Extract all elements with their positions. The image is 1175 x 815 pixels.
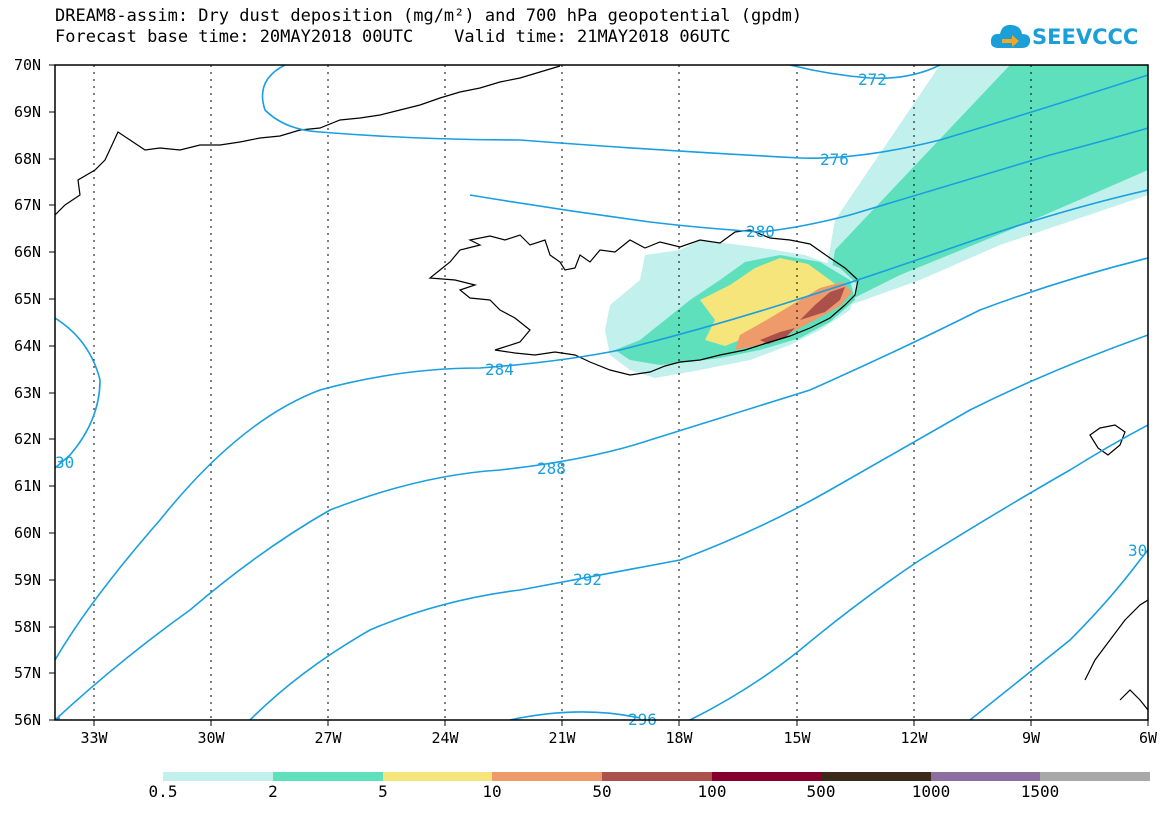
legend-label: 2 <box>268 782 278 801</box>
greenland-coast <box>55 65 561 216</box>
dust-band-medium <box>830 65 1148 300</box>
contour-300 <box>969 549 1148 720</box>
contour-label-292: 292 <box>573 570 602 589</box>
lon-label: 9W <box>1022 729 1041 747</box>
lat-label: 58N <box>14 618 41 636</box>
legend-swatch <box>492 772 602 781</box>
lat-label: 67N <box>14 196 41 214</box>
lon-label: 6W <box>1139 729 1158 747</box>
cloud-arrow-icon <box>990 24 1031 48</box>
lon-label: 24W <box>431 729 459 747</box>
lat-label: 68N <box>14 150 41 168</box>
legend-swatch <box>602 772 712 781</box>
legend-swatch <box>1040 772 1150 781</box>
map-title-line1: DREAM8-assim: Dry dust deposition (mg/m²… <box>55 6 803 26</box>
lon-label: 21W <box>548 729 576 747</box>
lat-label: 64N <box>14 337 41 355</box>
legend-swatch <box>383 772 492 781</box>
lat-label: 62N <box>14 430 41 448</box>
legend-label: 1500 <box>1020 782 1060 801</box>
contour-280 <box>469 127 1148 233</box>
contour-label-284: 284 <box>485 360 514 379</box>
lat-label: 65N <box>14 290 41 308</box>
contour-272 <box>789 65 941 80</box>
dust-yellow <box>700 258 845 346</box>
legend-swatch <box>163 772 273 781</box>
legend-label: 500 <box>806 782 836 801</box>
legend-label: 1000 <box>911 782 951 801</box>
contour-288 <box>55 257 1148 720</box>
deposition-shading <box>605 65 1148 378</box>
dust-dark-red-2 <box>760 328 795 344</box>
contour-280-west <box>55 317 101 469</box>
lon-label: 33W <box>80 729 108 747</box>
lat-label: 57N <box>14 664 41 682</box>
iceland-coast <box>428 229 859 376</box>
lat-label: 66N <box>14 243 41 261</box>
contour-label-272: 272 <box>858 70 887 89</box>
map-title-line2: Forecast base time: 20MAY2018 00UTC Vali… <box>55 27 731 47</box>
legend-label: 10 <box>482 782 502 801</box>
coastlines <box>55 65 1148 711</box>
contour-276-west <box>261 65 1148 159</box>
logo-text: SEEVCCC <box>1032 25 1139 49</box>
longitude-axis: 33W 30W 27W 24W 21W 18W 15W 12W 9W 6W <box>80 720 1158 747</box>
legend-swatch <box>273 772 383 781</box>
contour-label-288: 288 <box>537 459 566 478</box>
lon-label: 30W <box>197 729 225 747</box>
lat-label: 70N <box>14 56 41 74</box>
lat-label: 60N <box>14 524 41 542</box>
lon-label: 27W <box>314 729 342 747</box>
dust-dark-red <box>800 287 845 320</box>
lat-label: 59N <box>14 571 41 589</box>
geopotential-contours <box>55 65 1148 720</box>
latitude-axis: 70N 69N 68N 67N 66N 65N 64N 63N 62N 61N … <box>14 56 55 729</box>
legend-label: 50 <box>592 782 612 801</box>
lat-label: 69N <box>14 103 41 121</box>
contour-296 <box>509 424 1148 720</box>
legend-colorbar <box>163 772 1150 781</box>
contour-label-280-west: 30 <box>55 453 74 472</box>
legend-label: 100 <box>697 782 727 801</box>
lon-label: 12W <box>900 729 928 747</box>
lat-label: 56N <box>14 711 41 729</box>
contour-label-276: 276 <box>820 150 849 169</box>
legend-swatch <box>821 772 931 781</box>
lat-label: 61N <box>14 477 41 495</box>
contour-label-280: 280 <box>746 222 775 241</box>
legend-label: 5 <box>378 782 388 801</box>
legend-label: 0.5 <box>148 782 178 801</box>
lon-label: 18W <box>665 729 693 747</box>
seevccc-logo: SEEVCCC <box>990 20 1140 58</box>
contour-284 <box>55 189 1148 661</box>
contour-label-300: 30 <box>1128 541 1147 560</box>
legend-swatch <box>931 772 1040 781</box>
lat-label: 63N <box>14 384 41 402</box>
legend-swatch <box>712 772 821 781</box>
scotland-coast <box>1084 599 1148 711</box>
lon-label: 15W <box>783 729 811 747</box>
contour-292 <box>55 334 1148 720</box>
